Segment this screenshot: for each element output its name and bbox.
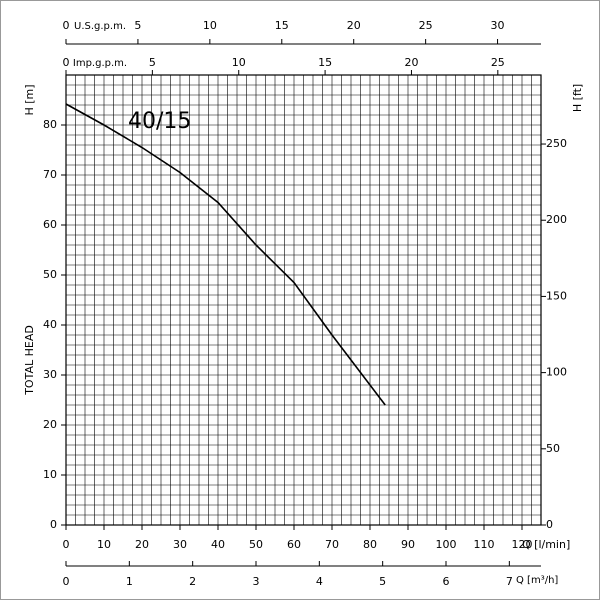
extra-x-tick-label: 25 [419, 19, 433, 32]
extra-x-tick-label: 2 [189, 575, 196, 588]
extra-x-tick-label: 15 [318, 56, 332, 69]
extra-x-axis-label: Imp.g.p.m. [73, 58, 127, 69]
y2-tick-label: 150 [546, 289, 567, 302]
extra-x-tick-label: 3 [253, 575, 260, 588]
extra-x-tick-label: 7 [506, 575, 513, 588]
x-tick-label: 20 [135, 538, 149, 551]
extra-x-tick-label: 0 [63, 56, 70, 69]
extra-x-tick-label: 1 [126, 575, 133, 588]
extra-x-tick-label: 0 [63, 575, 70, 588]
extra-x-tick-label: 6 [443, 575, 450, 588]
y2-tick-label: 50 [546, 442, 560, 455]
y-tick-label: 0 [50, 518, 57, 531]
extra-x-tick-label: 15 [275, 19, 289, 32]
y2-tick-label: 0 [546, 518, 553, 531]
x-tick-label: 80 [363, 538, 377, 551]
y2-tick-label: 100 [546, 366, 567, 379]
extra-x-tick-label: 20 [347, 19, 361, 32]
extra-x-tick-label: 0 [63, 19, 70, 32]
extra-x-tick-label: 25 [491, 56, 505, 69]
extra-x-axis-label: Q [m³/h] [516, 575, 558, 586]
x-tick-label: 60 [287, 538, 301, 551]
y-tick-label: 30 [43, 368, 57, 381]
x-tick-label: 50 [249, 538, 263, 551]
x-tick-label: 70 [325, 538, 339, 551]
curve-label: 40/15 [128, 109, 191, 134]
y-tick-label: 80 [43, 118, 57, 131]
extra-x-tick-label: 4 [316, 575, 323, 588]
x-tick-label: 10 [97, 538, 111, 551]
y2-axis-label: H [ft] [571, 84, 584, 112]
extra-x-tick-label: 5 [379, 575, 386, 588]
y-tick-label: 70 [43, 168, 57, 181]
x-tick-label: 40 [211, 538, 225, 551]
y2-tick-label: 250 [546, 137, 567, 150]
extra-x-tick-label: 10 [232, 56, 246, 69]
extra-x-tick-label: 10 [203, 19, 217, 32]
x-tick-label: 90 [401, 538, 415, 551]
extra-x-axis-label: U.S.g.p.m. [74, 21, 126, 32]
y2-tick-label: 200 [546, 213, 567, 226]
x-axis-label: Q [l/min] [522, 538, 570, 551]
extra-x-tick-label: 5 [149, 56, 156, 69]
x-tick-label: 110 [474, 538, 495, 551]
y-tick-label: 50 [43, 268, 57, 281]
y-tick-label: 40 [43, 318, 57, 331]
x-tick-label: 100 [436, 538, 457, 551]
x-tick-label: 0 [63, 538, 70, 551]
extra-x-tick-label: 5 [134, 19, 141, 32]
extra-x-tick-label: 20 [404, 56, 418, 69]
x-tick-label: 120 [512, 538, 533, 551]
x-tick-label: 30 [173, 538, 187, 551]
y-tick-label: 10 [43, 468, 57, 481]
y-tick-label: 60 [43, 218, 57, 231]
side-label: TOTAL HEAD [23, 325, 36, 396]
extra-x-tick-label: 30 [491, 19, 505, 32]
y-axis-label: H [m] [23, 84, 36, 115]
y-tick-label: 20 [43, 418, 57, 431]
curve [65, 103, 386, 406]
